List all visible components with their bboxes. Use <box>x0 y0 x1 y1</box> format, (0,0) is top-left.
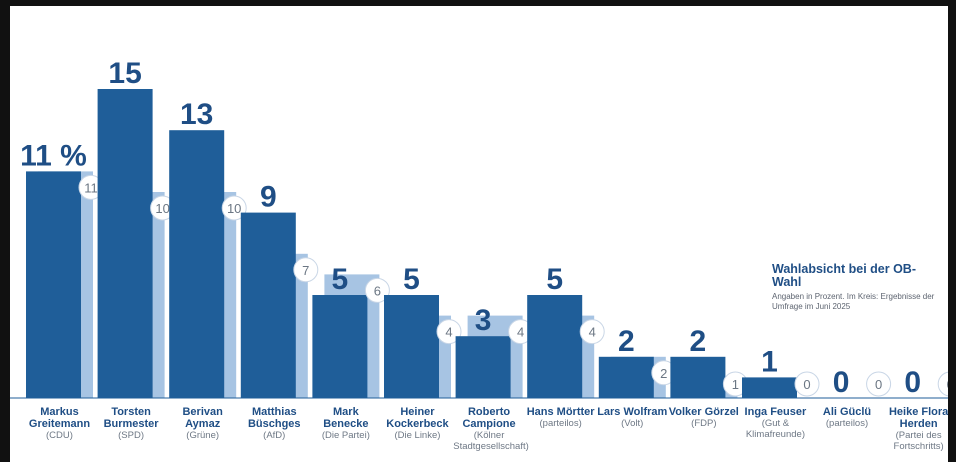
candidate-party: (Die Linke) <box>394 430 441 441</box>
candidate-label: Heiner Kockerbeck (Die Linke) <box>382 406 454 462</box>
previous-value-circle <box>436 319 462 345</box>
current-bar <box>384 295 439 398</box>
current-bar <box>97 89 153 398</box>
candidate-party: (parteilos) <box>539 418 582 429</box>
previous-value-label: 0 <box>875 377 882 392</box>
current-bar <box>527 295 583 398</box>
candidate-label: Matthias Büschges (AfD) <box>238 406 310 462</box>
candidate-name: Markus Greitemann <box>28 406 91 430</box>
candidate-party: (AfD) <box>263 430 286 441</box>
candidate-label: Berivan Aymaz (Grüne) <box>167 406 239 462</box>
value-label: 0 <box>904 366 921 399</box>
previous-value-label: 1 <box>732 377 739 392</box>
candidate-name: Volker Görzel <box>668 406 739 418</box>
candidate-name: Lars Wolfram <box>597 406 668 418</box>
candidate-name: Heiner Kockerbeck <box>386 406 449 430</box>
candidate-label: Volker Görzel (FDP) <box>668 406 740 462</box>
previous-value-label: 10 <box>227 201 241 216</box>
candidate-name: Torsten Burmester <box>103 406 159 430</box>
previous-value-circle <box>364 277 390 303</box>
current-bar <box>598 356 654 398</box>
value-label: 2 <box>618 325 635 358</box>
current-bar <box>670 356 726 398</box>
previous-value-label: 4 <box>517 325 524 340</box>
candidate-label: Roberto Campione (Kölner Stadtgesellschaf… <box>453 406 529 462</box>
value-label: 0 <box>833 366 850 399</box>
candidate-label: Inga Feuser (Gut & Klimafreunde) <box>740 406 812 462</box>
candidate-label: Markus Greitemann (CDU) <box>24 406 96 462</box>
chart-panel: 11 %111510131097565434542221100000 Wahla… <box>10 6 948 462</box>
previous-value-circle <box>579 319 605 345</box>
candidate-label: Hans Mörtter (parteilos) <box>525 406 597 462</box>
previous-value-label: 10 <box>155 201 169 216</box>
chart-annotation-title: Wahlabsicht bei der OB-Wahl <box>772 262 917 289</box>
current-bar <box>312 295 368 398</box>
previous-value-circle <box>794 371 820 397</box>
previous-value-label: 0 <box>947 377 948 392</box>
previous-value-circle <box>866 371 892 397</box>
candidate-party: (SPD) <box>118 430 145 441</box>
value-label: 9 <box>260 181 277 214</box>
candidate-name: Ali Güclü <box>822 406 872 418</box>
candidate-name: Heike Flora Herden <box>888 406 948 430</box>
candidate-label: Heike Flora Herden (Partei des Fortschrit… <box>883 406 948 462</box>
previous-value-label: 4 <box>589 325 596 340</box>
previous-value-label: 7 <box>302 263 309 278</box>
previous-value-label: 4 <box>445 325 452 340</box>
candidate-name: Inga Feuser <box>744 406 807 418</box>
candidate-name: Matthias Büschges <box>247 406 301 430</box>
candidate-label: Ali Güclü (parteilos) <box>811 406 883 462</box>
value-label: 5 <box>546 263 563 296</box>
candidate-label: Torsten Burmester (SPD) <box>95 406 167 462</box>
candidate-party: (Die Partei) <box>321 430 370 441</box>
current-bar <box>455 336 511 398</box>
candidate-label: Mark Benecke (Die Partei) <box>310 406 382 462</box>
candidate-party: (Kölner Stadtgesellschaft) <box>453 430 529 452</box>
candidate-name: Roberto Campione <box>462 406 516 430</box>
value-label: 2 <box>690 325 707 358</box>
value-label: 15 <box>108 57 141 90</box>
previous-value-circle <box>937 371 948 397</box>
previous-value-circle <box>293 257 319 283</box>
bar-chart: 11 %111510131097565434542221100000 <box>10 57 948 399</box>
value-label: 11 % <box>20 139 87 172</box>
value-label: 13 <box>180 98 213 131</box>
value-label: 3 <box>475 304 492 337</box>
previous-value-label: 11 <box>84 180 98 195</box>
current-bar <box>240 212 296 398</box>
value-label: 1 <box>761 345 778 378</box>
current-bar <box>26 171 81 398</box>
candidate-label: Lars Wolfram (Volt) <box>596 406 668 462</box>
current-bar <box>742 377 797 398</box>
previous-value-label: 6 <box>374 283 381 298</box>
current-bar <box>169 130 225 398</box>
candidate-name: Hans Mörtter <box>526 406 595 418</box>
candidate-party: (Partei des Fortschritts) <box>893 430 944 452</box>
previous-value-circle <box>221 195 247 221</box>
value-label: 5 <box>403 263 420 296</box>
previous-value-label: 0 <box>803 377 810 392</box>
candidate-party: (Gut & Klimafreunde) <box>745 418 805 440</box>
candidate-labels: Markus Greitemann (CDU) Torsten Burmester(… <box>10 406 948 462</box>
candidate-party: (CDU) <box>46 430 73 441</box>
candidate-party: (Grüne) <box>186 430 220 441</box>
candidate-party: (parteilos) <box>825 418 869 429</box>
candidate-party: (FDP) <box>691 418 717 429</box>
chart-annotation-subtitle: Angaben in Prozent. Im Kreis: Ergebnisse… <box>772 292 935 311</box>
candidate-name: Berivan Aymaz <box>182 406 223 430</box>
candidate-party: (Volt) <box>621 418 644 429</box>
value-label: 5 <box>332 263 349 296</box>
previous-value-label: 2 <box>660 366 667 381</box>
candidate-name: Mark Benecke <box>323 406 369 430</box>
